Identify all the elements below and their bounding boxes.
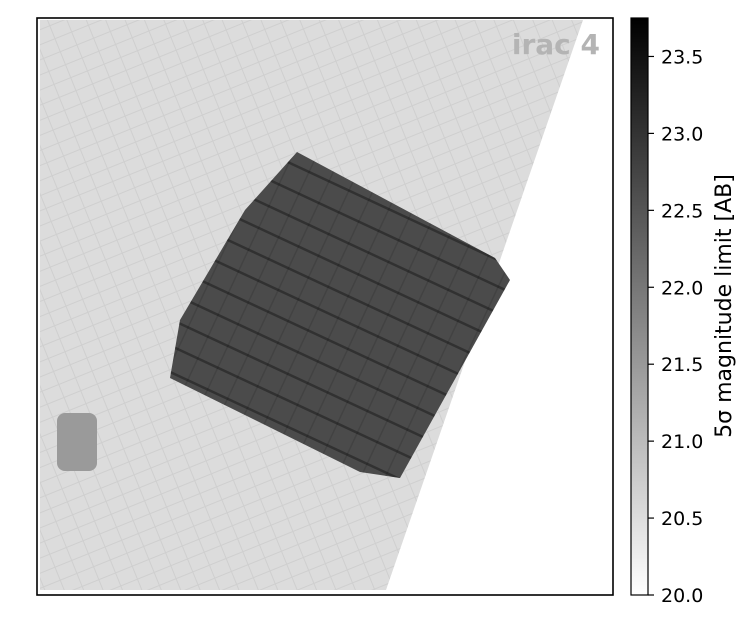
small-deep-patch — [57, 413, 97, 471]
colorbar-tick-label: 20.0 — [661, 585, 703, 607]
colorbar-tick-label: 22.0 — [661, 277, 703, 299]
colorbar-tick-label: 23.0 — [661, 123, 703, 145]
colorbar-gradient — [630, 17, 649, 596]
colorbar-tick-label: 23.5 — [661, 46, 703, 68]
colorbar-tick-label: 21.5 — [661, 354, 703, 376]
deep-central-texture — [170, 152, 510, 478]
colorbar-label: 5σ magnitude limit [AB] — [712, 174, 737, 438]
colorbar-tick-label: 22.5 — [661, 200, 703, 222]
colorbar-tick-label: 20.5 — [661, 508, 703, 530]
colorbar: 20.0 20.5 21.0 21.5 22.0 22.5 23.0 23.5 5σ magn… — [630, 17, 737, 607]
panel-label: irac 4 — [512, 28, 600, 61]
plot-frame — [36, 17, 614, 596]
depth-map — [40, 20, 583, 590]
colorbar-tick-label: 21.0 — [661, 431, 703, 453]
colorbar-ticks: 20.0 20.5 21.0 21.5 22.0 22.5 23.0 23.5 — [648, 46, 703, 607]
